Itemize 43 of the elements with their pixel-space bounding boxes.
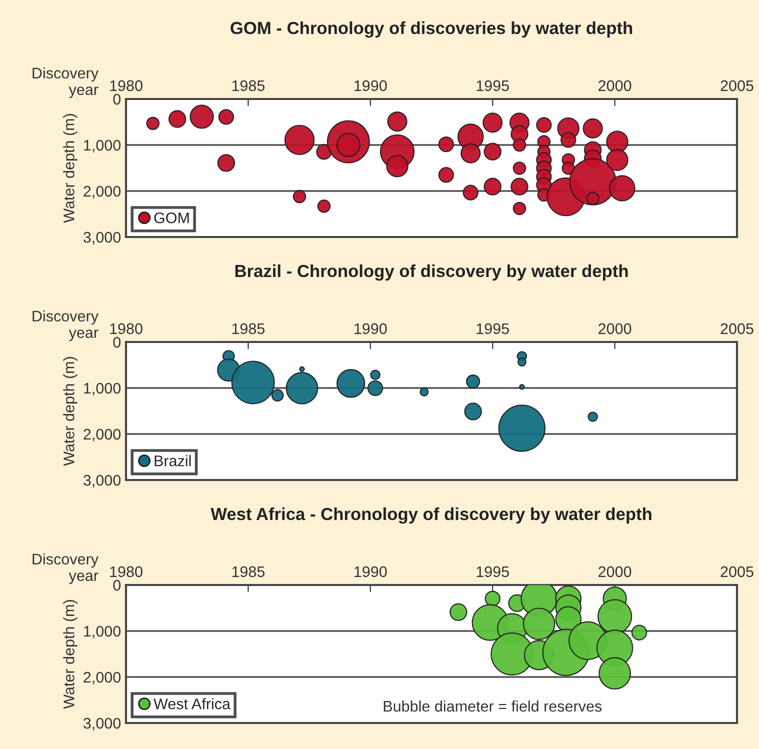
- y-tick-label: 2,000: [84, 186, 121, 198]
- chart-title: GOM - Chronology of discoveries by water depth: [230, 21, 632, 38]
- y-tick-label: 2,000: [84, 672, 121, 684]
- x-tick-label: 2000: [598, 566, 632, 578]
- x-tick-label: 1980: [110, 566, 142, 578]
- x-tick-label: 1990: [354, 80, 387, 92]
- x-tick-label: 1995: [476, 566, 509, 578]
- y-tick-label: 2,000: [84, 428, 121, 442]
- legend-label: GOM: [154, 212, 189, 224]
- y-axis-title: Water depth (m): [63, 114, 78, 223]
- y-axis-title: Water depth (m): [63, 357, 78, 466]
- y-tick-label: 0: [113, 336, 121, 348]
- chart-title: West Africa - Chronology of discovery by water depth: [210, 507, 652, 524]
- annotation: Bubble diameter = field reserves: [384, 700, 602, 712]
- x-tick-label: 1980: [110, 80, 142, 92]
- x-tick-label: 1980: [110, 323, 142, 334]
- x-tick-label: 1985: [232, 566, 265, 578]
- y-tick-label: 3,000: [83, 718, 121, 730]
- x-tick-label: 2005: [720, 80, 754, 92]
- x-tick-label: 1985: [232, 80, 265, 92]
- y-tick-label: 3,000: [83, 232, 121, 244]
- y-tick-label: 1,000: [84, 140, 121, 152]
- legend-label: Brazil: [154, 455, 191, 466]
- legend-label: West Africa: [154, 698, 230, 710]
- x-tick-label: 1990: [354, 566, 387, 578]
- y-tick-label: 0: [113, 94, 121, 105]
- x-tick-label: 1995: [476, 80, 509, 92]
- x-tick-label: 2005: [720, 323, 754, 334]
- x-tick-label: 2000: [598, 80, 632, 92]
- y-tick-label: 0: [113, 580, 121, 591]
- x-tick-label: 1995: [476, 323, 509, 334]
- x-axis-title: Discovery year: [32, 310, 98, 342]
- x-axis-title: Discovery year: [32, 67, 98, 98]
- x-tick-label: 2005: [720, 566, 754, 578]
- x-tick-label: 2000: [598, 323, 632, 334]
- x-tick-label: 1990: [354, 323, 387, 334]
- y-tick-label: 3,000: [83, 474, 121, 488]
- y-tick-label: 1,000: [84, 382, 121, 396]
- chart-title: Brazil - Chronology of discovery by water depth: [235, 264, 628, 281]
- y-tick-label: 1,000: [84, 626, 121, 638]
- x-axis-title: Discovery year: [32, 553, 98, 584]
- x-tick-label: 1985: [232, 323, 265, 334]
- y-axis-title: Water depth (m): [63, 600, 78, 709]
